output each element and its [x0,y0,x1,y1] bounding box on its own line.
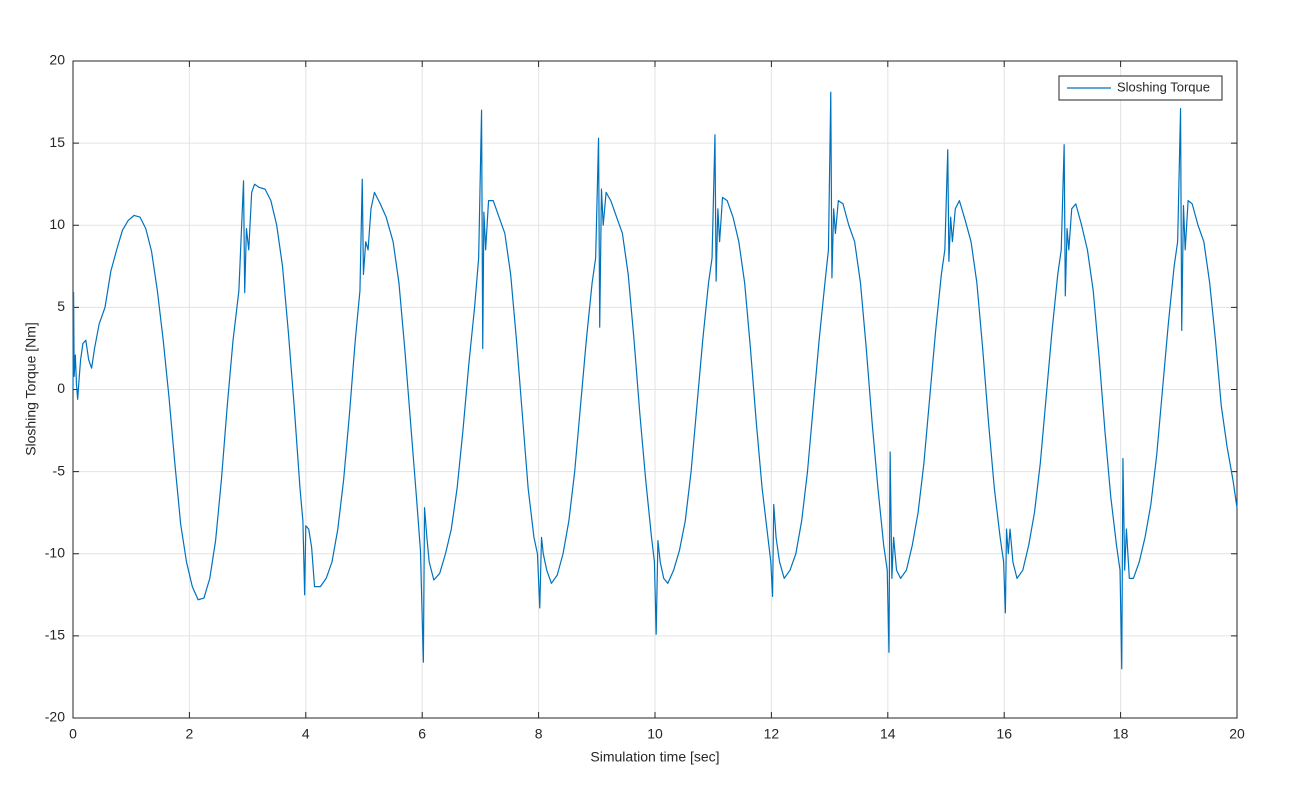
y-tick-label: 0 [57,380,65,396]
x-tick-label: 0 [69,726,77,742]
x-tick-label: 20 [1229,726,1245,742]
x-tick-label: 14 [880,726,896,742]
y-tick-label: 20 [49,52,65,68]
y-tick-label: -20 [45,709,65,725]
x-tick-label: 12 [764,726,780,742]
x-tick-label: 16 [996,726,1012,742]
x-axis-label: Simulation time [sec] [590,749,719,765]
x-tick-label: 2 [186,726,194,742]
y-tick-label: -5 [53,462,66,478]
y-tick-label: -10 [45,544,65,560]
y-tick-label: -15 [45,627,65,643]
y-tick-label: 5 [57,298,65,314]
y-tick-label: 15 [49,134,65,150]
x-tick-label: 6 [418,726,426,742]
y-axis-label: Sloshing Torque [Nm] [23,322,39,456]
data-line [72,91,1238,670]
x-tick-label: 8 [535,726,543,742]
x-tick-label: 4 [302,726,310,742]
x-tick-label: 10 [647,726,663,742]
legend-label: Sloshing Torque [1117,79,1210,94]
x-tick-label: 18 [1113,726,1129,742]
y-tick-label: 10 [49,216,65,232]
